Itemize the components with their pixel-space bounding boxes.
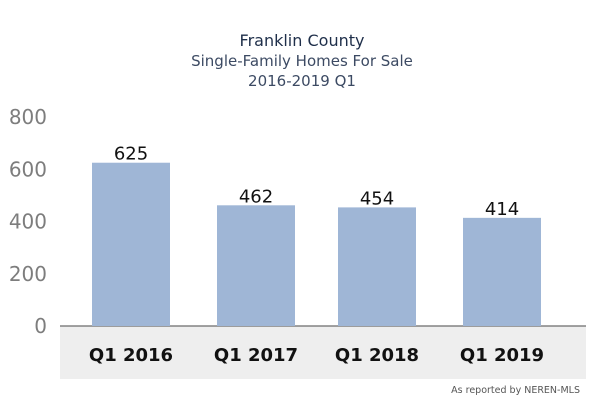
bar [92,162,170,326]
bar [463,217,541,326]
data-label: 462 [239,186,273,207]
chart-subtitle: Single-Family Homes For Sale [191,52,413,70]
x-axis-labels: Q1 2016 Q1 2017 Q1 2018 Q1 2019 [89,345,544,366]
data-labels: 625 462 454 414 [114,144,519,220]
y-tick-label: 200 [9,262,47,286]
x-tick-label: Q1 2018 [335,345,419,366]
bar [217,205,295,326]
y-tick-label: 600 [9,157,47,181]
y-tick-label: 0 [34,314,47,338]
data-label: 454 [360,188,394,209]
x-tick-label: Q1 2017 [214,345,298,366]
chart-subtitle-period: 2016-2019 Q1 [248,72,356,90]
y-tick-label: 800 [9,105,47,129]
bar [338,207,416,326]
y-axis: 0 200 400 600 800 [9,105,47,338]
data-label: 625 [114,144,148,165]
x-tick-label: Q1 2019 [460,345,544,366]
y-tick-label: 400 [9,210,47,234]
bars [92,162,541,326]
x-axis-band [60,326,586,379]
source-footnote: As reported by NEREN-MLS [451,385,580,396]
data-label: 414 [485,199,519,220]
chart-title: Franklin County [240,31,365,50]
x-tick-label: Q1 2016 [89,345,173,366]
